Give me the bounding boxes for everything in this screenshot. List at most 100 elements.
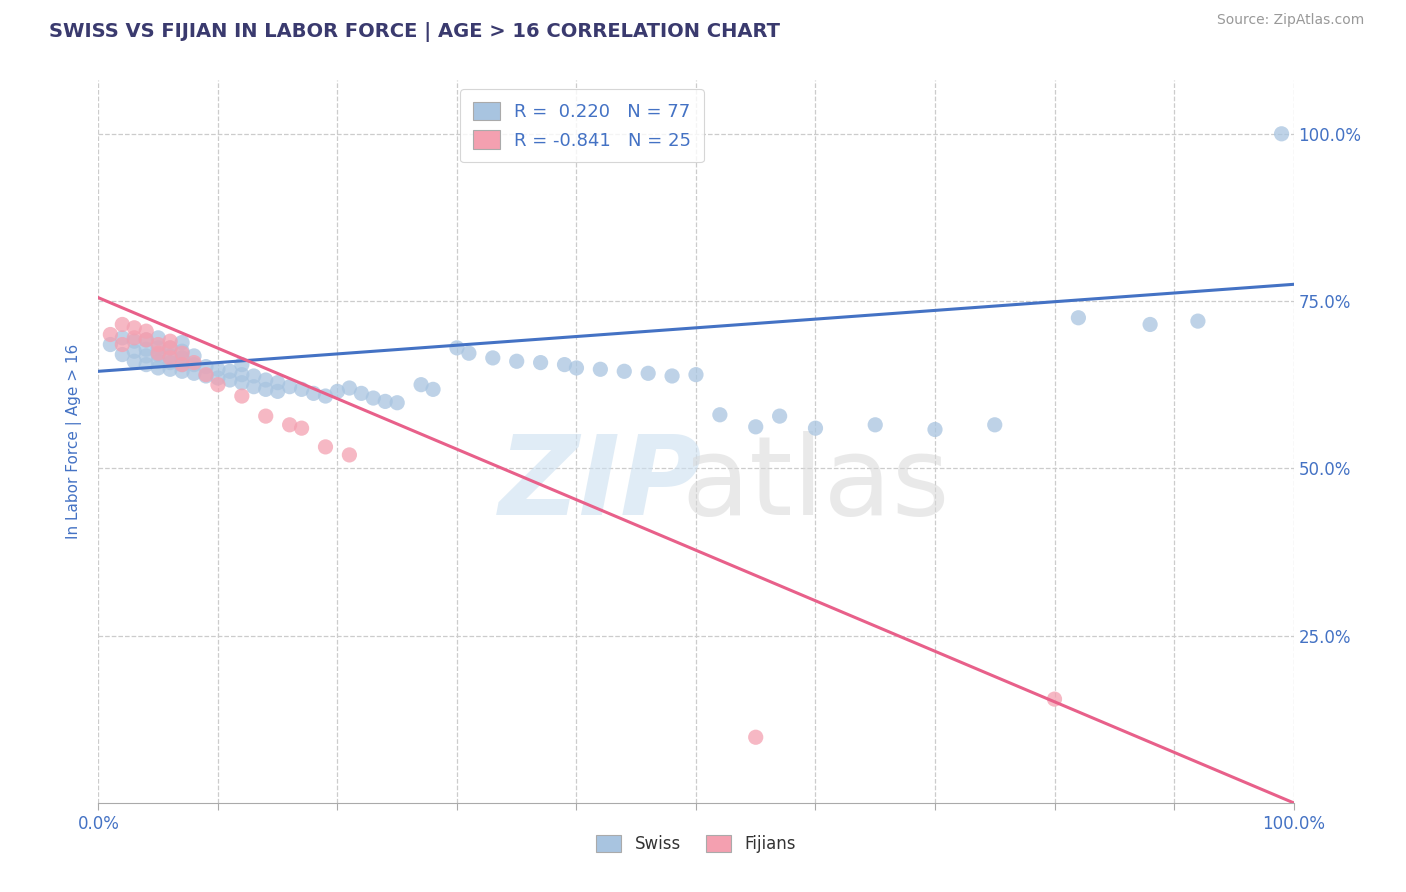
Point <box>291 382 314 396</box>
Point <box>183 356 205 370</box>
Point <box>267 376 290 390</box>
Point <box>148 348 170 362</box>
Point <box>195 359 218 374</box>
Point <box>339 448 361 462</box>
Point <box>1139 318 1161 332</box>
Text: atlas: atlas <box>682 432 949 539</box>
Point <box>589 362 612 376</box>
Point <box>924 423 946 437</box>
Point <box>768 409 790 424</box>
Point <box>159 349 181 363</box>
Point <box>135 349 157 363</box>
Point <box>278 417 301 432</box>
Point <box>148 354 170 368</box>
Point <box>363 391 385 405</box>
Point <box>124 331 146 345</box>
Point <box>565 361 588 376</box>
Point <box>254 382 277 396</box>
Point <box>685 368 707 382</box>
Point <box>446 341 468 355</box>
Point <box>267 384 290 399</box>
Point <box>984 417 1007 432</box>
Point <box>135 333 157 347</box>
Point <box>219 364 242 378</box>
Point <box>231 368 253 382</box>
Point <box>183 366 205 380</box>
Point <box>385 396 409 410</box>
Point <box>506 354 529 368</box>
Point <box>481 351 505 365</box>
Point <box>98 327 122 342</box>
Point <box>302 386 325 401</box>
Point <box>148 361 170 376</box>
Point <box>183 349 205 363</box>
Point <box>172 346 194 360</box>
Point <box>195 369 218 384</box>
Point <box>124 321 146 335</box>
Point <box>159 362 181 376</box>
Point <box>1043 692 1066 706</box>
Point <box>135 342 157 356</box>
Point <box>172 335 194 350</box>
Point <box>159 341 181 355</box>
Point <box>315 440 337 454</box>
Point <box>111 348 134 362</box>
Point <box>1271 127 1294 141</box>
Point <box>219 373 242 387</box>
Point <box>207 377 229 392</box>
Point <box>804 421 827 435</box>
Point <box>172 358 194 372</box>
Point <box>111 318 134 332</box>
Point <box>661 369 683 384</box>
Point <box>291 421 314 435</box>
Point <box>243 380 266 394</box>
Point <box>135 358 157 372</box>
Point <box>374 394 396 409</box>
Point <box>98 337 122 351</box>
Point <box>183 358 205 372</box>
Point <box>458 346 481 360</box>
Point <box>243 369 266 384</box>
Point <box>124 344 146 359</box>
Point <box>530 356 553 370</box>
Point <box>326 384 349 399</box>
Point <box>554 358 576 372</box>
Point <box>1067 310 1090 325</box>
Point <box>207 371 229 385</box>
Text: SWISS VS FIJIAN IN LABOR FORCE | AGE > 16 CORRELATION CHART: SWISS VS FIJIAN IN LABOR FORCE | AGE > 1… <box>49 22 780 42</box>
Point <box>865 417 887 432</box>
Text: ZIP: ZIP <box>499 432 702 539</box>
Point <box>135 324 157 338</box>
Point <box>135 333 157 347</box>
Point <box>350 386 373 401</box>
Point <box>315 389 337 403</box>
Point <box>231 389 253 403</box>
Point <box>148 337 170 351</box>
Point <box>148 341 170 355</box>
Point <box>124 354 146 368</box>
Text: Source: ZipAtlas.com: Source: ZipAtlas.com <box>1216 13 1364 28</box>
Point <box>159 351 181 365</box>
Point <box>422 382 444 396</box>
Point <box>411 377 433 392</box>
Point <box>159 334 181 349</box>
Legend: Swiss, Fijians: Swiss, Fijians <box>589 828 803 860</box>
Point <box>148 331 170 345</box>
Point <box>195 368 218 382</box>
Point <box>148 346 170 360</box>
Point <box>172 364 194 378</box>
Point <box>278 380 301 394</box>
Point <box>124 334 146 349</box>
Point <box>172 351 194 365</box>
Point <box>172 344 194 359</box>
Point <box>709 408 731 422</box>
Point <box>207 362 229 376</box>
Point <box>231 358 253 372</box>
Point <box>172 358 194 372</box>
Point <box>231 376 253 390</box>
Point <box>1187 314 1209 328</box>
Point <box>159 341 181 355</box>
Point <box>613 364 636 378</box>
Point <box>339 381 361 395</box>
Point <box>159 356 181 370</box>
